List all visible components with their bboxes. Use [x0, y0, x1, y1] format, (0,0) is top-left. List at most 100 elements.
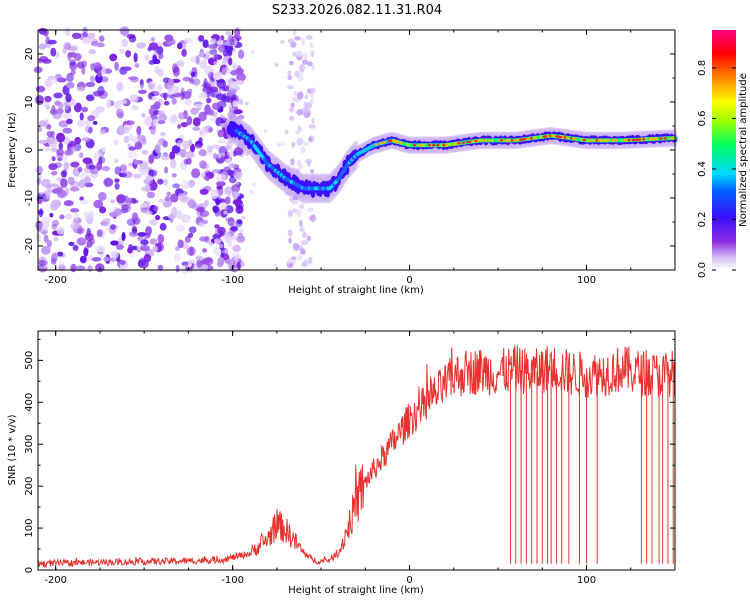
noise-blob — [149, 238, 158, 245]
noise-blob — [158, 199, 166, 203]
ridge-max — [642, 138, 646, 141]
noise-blob — [64, 27, 71, 37]
noise-blob — [44, 78, 53, 88]
noise-blob — [249, 190, 254, 194]
noise-blob — [114, 158, 119, 164]
noise-blob — [276, 183, 281, 188]
ridge-max — [374, 143, 378, 146]
noise-blob — [172, 183, 181, 189]
noise-blob — [51, 199, 61, 208]
noise-blob — [38, 126, 43, 132]
ridge-max — [432, 144, 436, 147]
noise-blob — [157, 68, 164, 77]
noise-blob — [206, 97, 212, 104]
noise-blob — [232, 62, 238, 71]
noise-blob — [169, 94, 175, 99]
noise-blob — [121, 38, 128, 48]
noise-blob — [92, 120, 98, 125]
noise-blob — [86, 240, 93, 248]
noise-blob — [192, 117, 201, 127]
noise-blob — [56, 188, 66, 199]
noise-blob — [207, 44, 218, 49]
noise-blob — [76, 119, 87, 128]
noise-blob — [205, 51, 210, 60]
ridge-max — [659, 137, 663, 140]
noise-blob — [69, 208, 80, 213]
y-tick-label: 0 — [24, 147, 35, 153]
ridge-max — [572, 137, 576, 140]
noise-blob — [122, 171, 133, 179]
noise-blob — [181, 48, 187, 57]
noise-blob — [217, 71, 222, 76]
noise-blob — [238, 49, 245, 59]
snr-x-axis-label: Height of straight line (km) — [288, 585, 424, 596]
noise-blob — [233, 190, 238, 200]
noise-blob — [70, 222, 79, 230]
noise-blob — [160, 131, 166, 137]
noise-blob — [35, 95, 44, 105]
noise-blob — [78, 179, 86, 189]
noise-blob — [122, 127, 130, 134]
noise-blob — [73, 53, 82, 62]
noise-blob — [221, 152, 226, 157]
noise-blob — [119, 260, 126, 265]
noise-blob — [164, 195, 170, 202]
noise-blob — [110, 240, 119, 246]
colorbar-tick-label: 0.2 — [697, 212, 708, 228]
noise-blob — [153, 205, 158, 212]
noise-blob — [106, 99, 111, 109]
ridge-max — [500, 139, 504, 142]
snr-series-line — [37, 345, 676, 569]
noise-blob — [110, 199, 116, 204]
noise-blob — [218, 243, 224, 249]
noise-blob — [53, 236, 59, 242]
noise-blob — [308, 256, 313, 265]
noise-blob — [188, 226, 197, 234]
noise-blob — [102, 218, 111, 223]
noise-blob — [182, 76, 191, 82]
noise-blob — [68, 241, 75, 246]
ridge-max — [627, 138, 631, 142]
noise-blob — [92, 62, 102, 70]
noise-blob — [81, 137, 92, 142]
noise-blob — [136, 125, 142, 136]
noise-blob — [36, 177, 41, 185]
x-tick-label: 0 — [406, 275, 412, 286]
noise-blob — [46, 137, 56, 145]
noise-blob — [50, 257, 57, 265]
noise-blob — [121, 232, 126, 241]
noise-blob — [232, 199, 243, 206]
noise-blob — [221, 67, 226, 76]
noise-blob — [292, 208, 298, 213]
colorbar-tick-label: 0.4 — [697, 161, 708, 177]
noise-blob — [220, 205, 227, 210]
noise-blob — [84, 232, 94, 242]
noise-blob — [177, 124, 182, 129]
y-tick-label: 20 — [24, 48, 35, 61]
noise-blob — [310, 98, 314, 105]
noise-blob — [117, 99, 128, 105]
noise-blob — [136, 42, 147, 49]
noise-blob — [152, 118, 158, 127]
noise-blob — [134, 141, 143, 150]
snr-panel: -200 -100 0 100 0 100 200 300 400 500 Height of s… — [7, 330, 676, 596]
noise-blob — [230, 107, 235, 112]
noise-blob — [228, 176, 237, 184]
ridge-max — [638, 138, 642, 141]
noise-blob — [79, 112, 84, 121]
noise-blob — [187, 232, 194, 238]
ridge-max — [487, 139, 491, 142]
noise-blob — [240, 144, 245, 148]
noise-blob — [115, 244, 124, 251]
noise-blob — [199, 188, 209, 195]
noise-blob — [235, 67, 244, 75]
noise-blob — [155, 214, 161, 221]
ridge-max — [383, 141, 387, 144]
noise-blob — [151, 95, 157, 101]
noise-blob — [292, 242, 300, 251]
noise-blob — [202, 248, 208, 253]
noise-blob — [96, 229, 103, 237]
colorbar-label: Normalized spectral amplitude — [738, 73, 749, 227]
noise-blob — [60, 170, 67, 178]
